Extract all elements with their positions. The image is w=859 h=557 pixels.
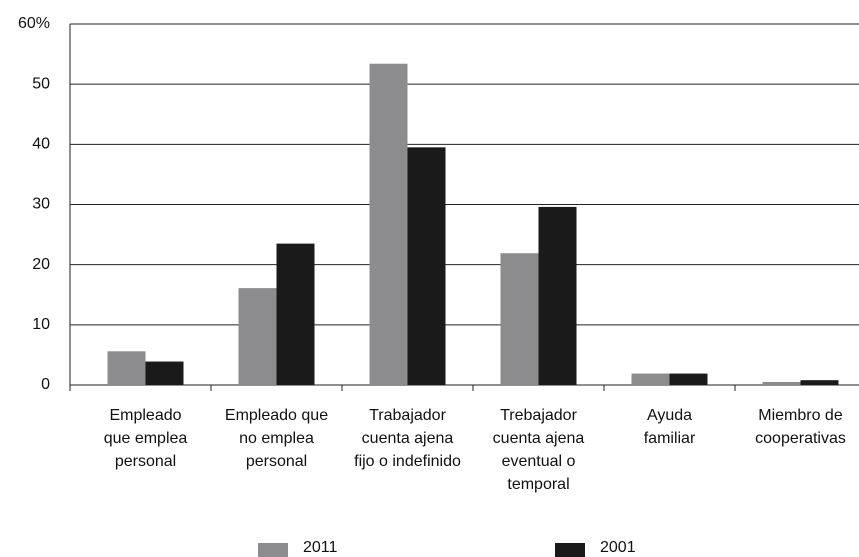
x-tick-label: no emplea [239, 430, 314, 447]
x-tick-label: cuenta ajena [493, 430, 585, 447]
bar [407, 147, 446, 385]
x-tick-label: Empleado [109, 407, 181, 424]
bar [145, 361, 184, 385]
bar [238, 288, 277, 385]
legend-label: 2011 [303, 539, 338, 556]
y-tick-label: 50 [32, 75, 50, 92]
bar [631, 373, 670, 385]
x-tick-label: eventual o [502, 453, 576, 470]
x-tick-label: Ayuda [647, 407, 692, 424]
x-tick-label: personal [246, 453, 307, 470]
bar [369, 63, 408, 386]
legend-swatch [258, 543, 288, 557]
bar [500, 253, 539, 385]
x-tick-label: personal [115, 453, 176, 470]
x-tick-label: Trabajador [369, 407, 446, 424]
y-tick-label: 30 [32, 196, 50, 213]
y-tick-label: 10 [32, 316, 50, 333]
x-tick-label: cooperativas [755, 430, 846, 447]
bar [762, 381, 801, 385]
y-tick-label: 20 [32, 256, 50, 273]
y-tick-label: 40 [32, 136, 50, 153]
bar [800, 380, 839, 385]
x-tick-label: Empleado que [225, 407, 328, 424]
x-tick-label: Trebajador [500, 407, 577, 424]
legend-label: 2001 [600, 539, 636, 556]
x-tick-label: temporal [507, 476, 569, 493]
y-tick-label: 60% [18, 15, 50, 32]
bar [669, 373, 708, 385]
bar [276, 243, 315, 385]
x-tick-label: cuenta ajena [362, 430, 454, 447]
y-tick-label: 0 [41, 376, 50, 393]
legend-swatch [555, 543, 585, 557]
x-tick-label: Miembro de [758, 407, 843, 424]
x-tick-label: familiar [644, 430, 696, 447]
bar [107, 351, 146, 385]
bar [538, 206, 577, 385]
x-tick-label: que emplea [104, 430, 188, 447]
x-tick-label: fijo o indefinido [354, 453, 461, 470]
